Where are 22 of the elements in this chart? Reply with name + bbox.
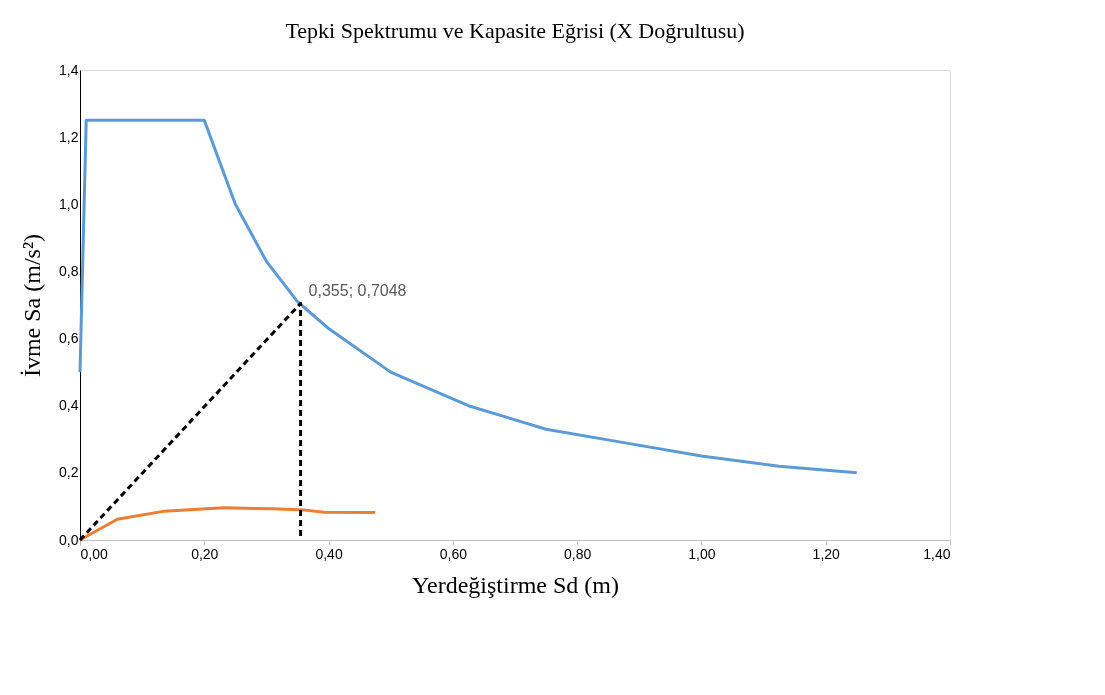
x-tick-label: 0,20 <box>191 545 219 562</box>
y-tick-label: 0,6 <box>59 330 79 347</box>
y-tick-label: 0,2 <box>59 464 79 481</box>
y-tick-label: 1,2 <box>59 128 79 145</box>
x-tick-label: 0,60 <box>439 545 468 562</box>
y-tick-label: 1,4 <box>59 61 79 78</box>
x-tick-label: 1,40 <box>923 545 951 562</box>
x-tick-label: 0,00 <box>80 545 108 562</box>
x-axis-title: Yerdeğiştirme Sd (m) <box>412 571 619 598</box>
x-tick-label: 0,40 <box>315 545 343 562</box>
y-tick-label: 0,8 <box>59 262 79 279</box>
y-tick-label: 1,0 <box>59 195 79 212</box>
chart-title: Tepki Spektrumu ve Kapasite Eğrisi (X Doğrultusu) <box>285 18 745 43</box>
x-tick-label: 1,20 <box>812 545 841 562</box>
x-tick-label: 0,80 <box>564 545 592 562</box>
y-tick-label: 0,0 <box>59 531 79 548</box>
y-tick-label: 0,4 <box>59 397 79 414</box>
y-axis-title: İvme Sa (m/s²) <box>19 233 46 378</box>
x-tick-label: 1,00 <box>688 545 716 562</box>
line-series <box>78 506 377 542</box>
line-series <box>78 118 859 475</box>
annotation: 0,355; 0,7048 <box>308 282 407 300</box>
